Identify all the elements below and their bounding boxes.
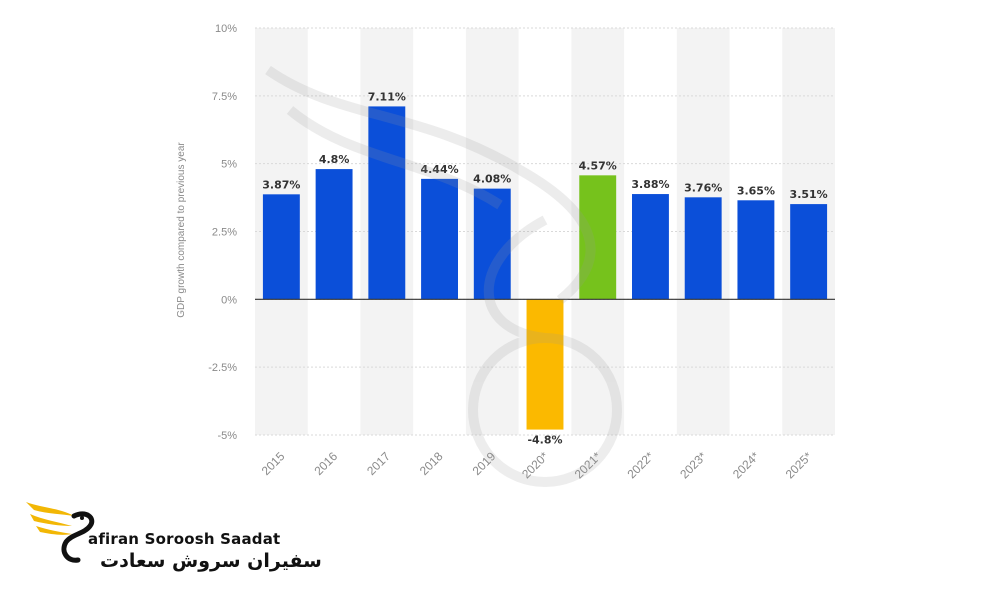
data-label: 3.87% (262, 178, 300, 191)
y-axis-title: GDP growth compared to previous year (176, 142, 187, 318)
x-category-label: 2018 (417, 449, 446, 478)
bar-2020-forecast[interactable] (526, 299, 564, 430)
y-tick-label: -2.5% (208, 362, 237, 374)
bar-2018[interactable] (421, 178, 458, 300)
bar-2022-forecast[interactable] (632, 194, 669, 300)
bars (262, 106, 828, 430)
data-label: 3.88% (631, 178, 669, 191)
x-category-label: 2024* (730, 449, 762, 481)
data-labels: 3.87% 4.8% 7.11% 4.44% 4.08% -4.8% 4.57% 3.88% 3… (262, 90, 827, 446)
x-category-label: 2023* (677, 449, 709, 481)
bar-2025-forecast[interactable] (790, 204, 828, 300)
data-label: 4.8% (319, 153, 350, 166)
bird-swirl-watermark-icon (265, 65, 622, 487)
bar-2023-forecast[interactable] (684, 197, 722, 300)
logo-english-text: afiran Soroosh Saadat (88, 530, 281, 548)
x-category-label: 2016 (311, 449, 340, 478)
y-tick-label: 0% (221, 294, 237, 306)
logo-persian-text: سفیران سروش سعادت (100, 550, 322, 572)
y-tick-label: 5% (221, 159, 237, 171)
y-tick-label: 7.5% (212, 91, 237, 103)
bar-2024-forecast[interactable] (737, 200, 775, 300)
data-label: 4.44% (420, 163, 458, 176)
y-tick-label: 2.5% (212, 227, 237, 239)
phoenix-bird-icon (26, 502, 95, 563)
bar-2015[interactable] (262, 194, 300, 300)
bar-2016[interactable] (315, 169, 353, 300)
x-category-label: 2015 (259, 449, 288, 478)
company-logo: afiran Soroosh Saadat سفیران سروش سعادت (22, 494, 322, 584)
data-label: 7.11% (368, 90, 406, 103)
bar-2017[interactable] (368, 106, 406, 300)
y-tick-label: 10% (215, 23, 237, 35)
data-label: -4.8% (527, 434, 562, 447)
x-category-label: 2022* (624, 449, 656, 481)
y-axis-ticks: 10% 7.5% 5% 2.5% 0% -2.5% -5% (208, 23, 237, 442)
x-category-label: 2017 (364, 449, 393, 478)
data-label: 3.65% (737, 184, 775, 197)
data-label: 3.76% (684, 181, 722, 194)
x-category-label: 2025* (783, 449, 815, 481)
y-tick-label: -5% (217, 430, 237, 442)
data-label: 4.08% (473, 173, 511, 186)
bar-2021-forecast[interactable] (579, 175, 617, 300)
bar-2019[interactable] (473, 188, 511, 300)
x-axis-categories: 2015 2016 2017 2018 2019 2020* 2021* 2022* 2023*… (259, 449, 815, 481)
data-label: 4.57% (579, 159, 617, 172)
data-label: 3.51% (790, 188, 828, 201)
